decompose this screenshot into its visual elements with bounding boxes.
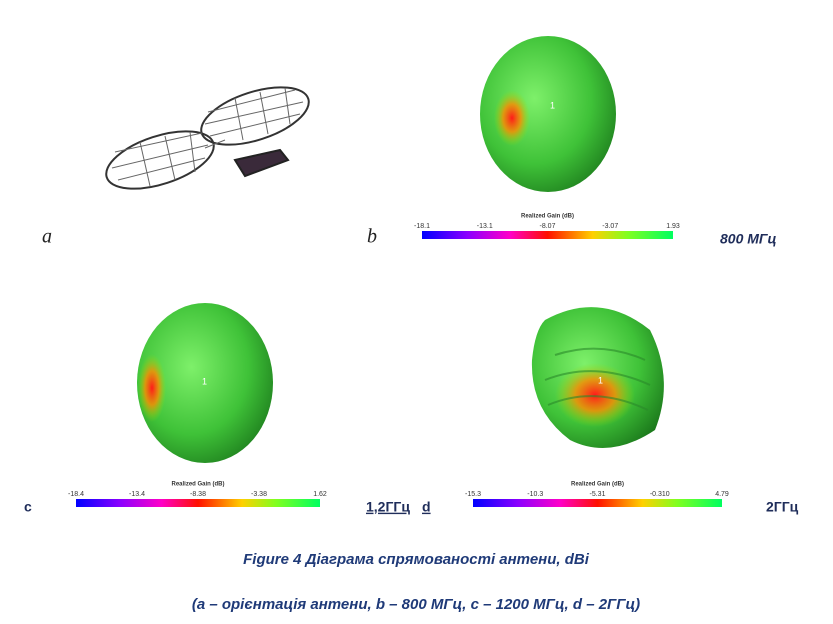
colorbar-tick-label: -0.310: [650, 491, 670, 498]
colorbar-tick-label: -10.3: [527, 491, 543, 498]
svg-text:1: 1: [550, 100, 555, 110]
svg-text:1: 1: [202, 376, 207, 386]
colorbar-tick-label: -15.3: [465, 491, 481, 498]
frequency-label: 800 МГц: [720, 231, 777, 247]
colorbar-title: Realized Gain (dB): [171, 482, 224, 488]
colorbar-tick-label: -8.38: [190, 491, 206, 498]
colorbar-tick-label: -13.4: [129, 491, 145, 498]
panel-label: b: [367, 226, 377, 248]
colorbar-tick-label: -5.31: [590, 491, 606, 498]
colorbar-gradient: [473, 499, 722, 507]
colorbar-title: Realized Gain (dB): [521, 214, 574, 220]
frequency-label: 2ГГц: [766, 499, 799, 515]
svg-text:1: 1: [598, 375, 603, 385]
colorbar-gradient: [76, 499, 320, 507]
colorbar: Realized Gain (dB) -18.1 -13.1 -8.07 -3.07 1.…: [414, 214, 680, 239]
colorbar-tick-label: -13.1: [477, 223, 493, 230]
panel-label: a: [42, 226, 52, 248]
colorbar-tick-label: -3.38: [251, 491, 267, 498]
colorbar-tick-label: -3.07: [602, 223, 618, 230]
colorbar-tick-label: -18.1: [414, 223, 430, 230]
colorbar-tick-label: 4.79: [715, 491, 729, 498]
panel-label: d: [422, 499, 431, 515]
antenna-sketch: [105, 86, 310, 190]
colorbar-tick-label: -18.4: [68, 491, 84, 498]
colorbar-tick-label: 1.93: [666, 223, 680, 230]
colorbar-gradient: [422, 231, 673, 239]
panel-label: c: [24, 499, 32, 515]
colorbar-tick-label: -8.07: [540, 223, 556, 230]
colorbar: Realized Gain (dB) -18.4 -13.4 -8.38 -3.38 1.…: [68, 482, 327, 507]
radiation-pattern: 1: [531, 307, 664, 448]
colorbar: Realized Gain (dB) -15.3 -10.3 -5.31 -0.310 4…: [465, 482, 729, 507]
radiation-pattern: 1: [137, 303, 273, 463]
caption-subtitle: (a – орієнтація антени, b – 800 МГц, c –…: [192, 596, 640, 613]
colorbar-tick-label: 1.62: [313, 491, 327, 498]
radiation-pattern: 1: [480, 36, 616, 192]
caption-title: Figure 4 Діаграма спрямованості антени, …: [243, 551, 590, 568]
frequency-label: 1,2ГГц: [366, 499, 410, 515]
colorbar-title: Realized Gain (dB): [571, 482, 624, 488]
